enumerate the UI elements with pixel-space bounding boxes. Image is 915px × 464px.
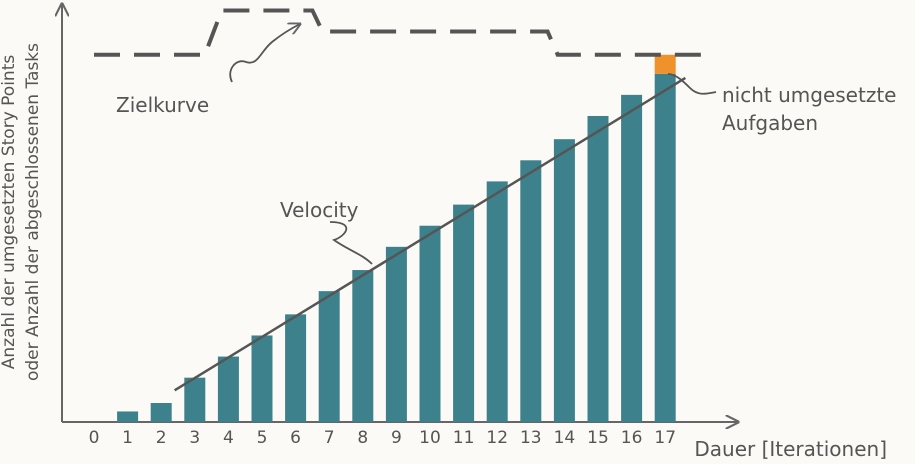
unfinished-annotation-pointer — [667, 73, 717, 95]
bar-3 — [184, 377, 206, 422]
bar-11 — [453, 204, 475, 422]
bar-8 — [352, 270, 374, 422]
y-axis-label-line2: oder Anzahl der abgeschlossenen Tasks — [23, 43, 43, 381]
bar-4 — [217, 356, 239, 422]
x-tick-label-6: 6 — [290, 428, 301, 448]
x-axis-label: Dauer [Iterationen] — [694, 437, 887, 461]
bar-12 — [486, 181, 508, 422]
bar-16 — [621, 94, 643, 423]
bar-14 — [553, 139, 575, 423]
x-tick-label-2: 2 — [156, 428, 167, 448]
unfinished-annotation-line1: nicht umgesetzte — [722, 83, 896, 107]
x-tick-label-10: 10 — [419, 428, 441, 448]
x-tick-label-16: 16 — [621, 428, 643, 448]
bar-10 — [419, 225, 441, 422]
x-tick-label-5: 5 — [257, 428, 268, 448]
bar-6 — [285, 314, 307, 422]
x-tick-label-0: 0 — [89, 428, 100, 448]
x-tick-label-14: 14 — [554, 428, 576, 448]
y-axis-label-line1: Anzahl der umgesetzten Story Points — [0, 55, 19, 370]
bar-15 — [587, 115, 609, 422]
x-tick-label-13: 13 — [520, 428, 542, 448]
velocity-annotation-pointer — [329, 221, 373, 265]
x-tick-label-3: 3 — [189, 428, 200, 448]
target-curve — [94, 8, 709, 57]
x-tick-label-12: 12 — [486, 428, 508, 448]
bar-unfinished-17 — [654, 54, 676, 74]
bar-2 — [150, 403, 172, 422]
unfinished-annotation-line2: Aufgaben — [722, 111, 818, 135]
bar-7 — [318, 291, 340, 422]
bar-9 — [385, 246, 407, 422]
x-tick-label-17: 17 — [654, 428, 676, 448]
x-tick-label-8: 8 — [357, 428, 368, 448]
target-annotation: Zielkurve — [116, 93, 209, 117]
x-tick-label-15: 15 — [587, 428, 609, 448]
x-tick-label-1: 1 — [122, 428, 133, 448]
x-tick-label-7: 7 — [324, 428, 335, 448]
x-tick-label-4: 4 — [223, 428, 234, 448]
target-annotation-pointer — [229, 24, 300, 83]
bar-13 — [520, 160, 542, 422]
velocity-line — [173, 76, 687, 392]
bar-17 — [654, 73, 676, 423]
velocity-annotation: Velocity — [280, 198, 359, 222]
bar-5 — [251, 335, 273, 422]
x-tick-label-11: 11 — [453, 428, 475, 448]
bar-1 — [117, 411, 139, 422]
x-tick-label-9: 9 — [391, 428, 402, 448]
